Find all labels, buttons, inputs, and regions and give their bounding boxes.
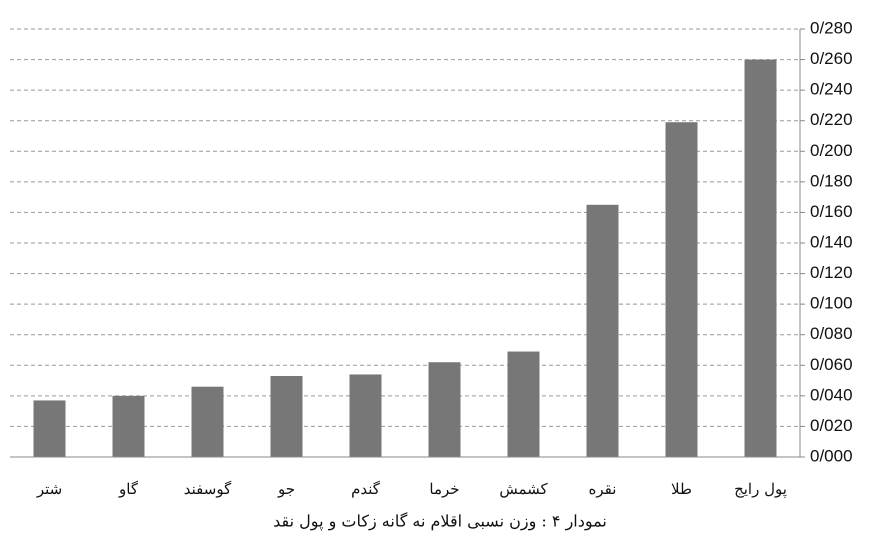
y-tick-label: 0/000	[810, 446, 853, 465]
y-tick-label: 0/040	[810, 385, 853, 404]
bar	[507, 351, 540, 457]
y-tick-label: 0/140	[810, 232, 853, 251]
x-tick-label: طلا	[671, 480, 692, 498]
y-tick-label: 0/080	[810, 324, 853, 343]
y-tick-label: 0/020	[810, 416, 853, 435]
bar	[33, 400, 66, 457]
bar	[112, 395, 145, 457]
bar	[270, 375, 303, 457]
y-tick-label: 0/180	[810, 171, 853, 190]
x-tick-label: شتر	[36, 480, 62, 498]
y-tick-label: 0/100	[810, 294, 853, 313]
bar	[665, 122, 698, 457]
bar	[586, 204, 619, 457]
x-tick-label: گندم	[351, 480, 381, 498]
x-tick-label: کشمش	[499, 480, 548, 498]
y-tick-label: 0/160	[810, 202, 853, 221]
y-tick-label: 0/220	[810, 110, 853, 129]
bar	[744, 59, 777, 457]
chart-title: نمودار ۴ : وزن نسبی اقلام نه گانه زکات و…	[273, 512, 607, 531]
y-tick-label: 0/200	[810, 141, 853, 160]
y-tick-label: 0/120	[810, 263, 853, 282]
bar	[191, 386, 224, 457]
bar	[349, 374, 382, 457]
x-tick-label: گوسفند	[184, 480, 232, 498]
x-tick-label: گاو	[118, 480, 139, 498]
y-tick-label: 0/240	[810, 80, 853, 99]
y-tick-label: 0/280	[810, 18, 853, 37]
x-tick-label: جو	[277, 480, 295, 498]
x-tick-label: پول رایج	[734, 480, 787, 498]
y-tick-label: 0/060	[810, 355, 853, 374]
x-tick-label: نقره	[589, 480, 617, 498]
y-tick-label: 0/260	[810, 49, 853, 68]
x-tick-label: خرما	[429, 480, 459, 498]
bar	[428, 362, 461, 457]
